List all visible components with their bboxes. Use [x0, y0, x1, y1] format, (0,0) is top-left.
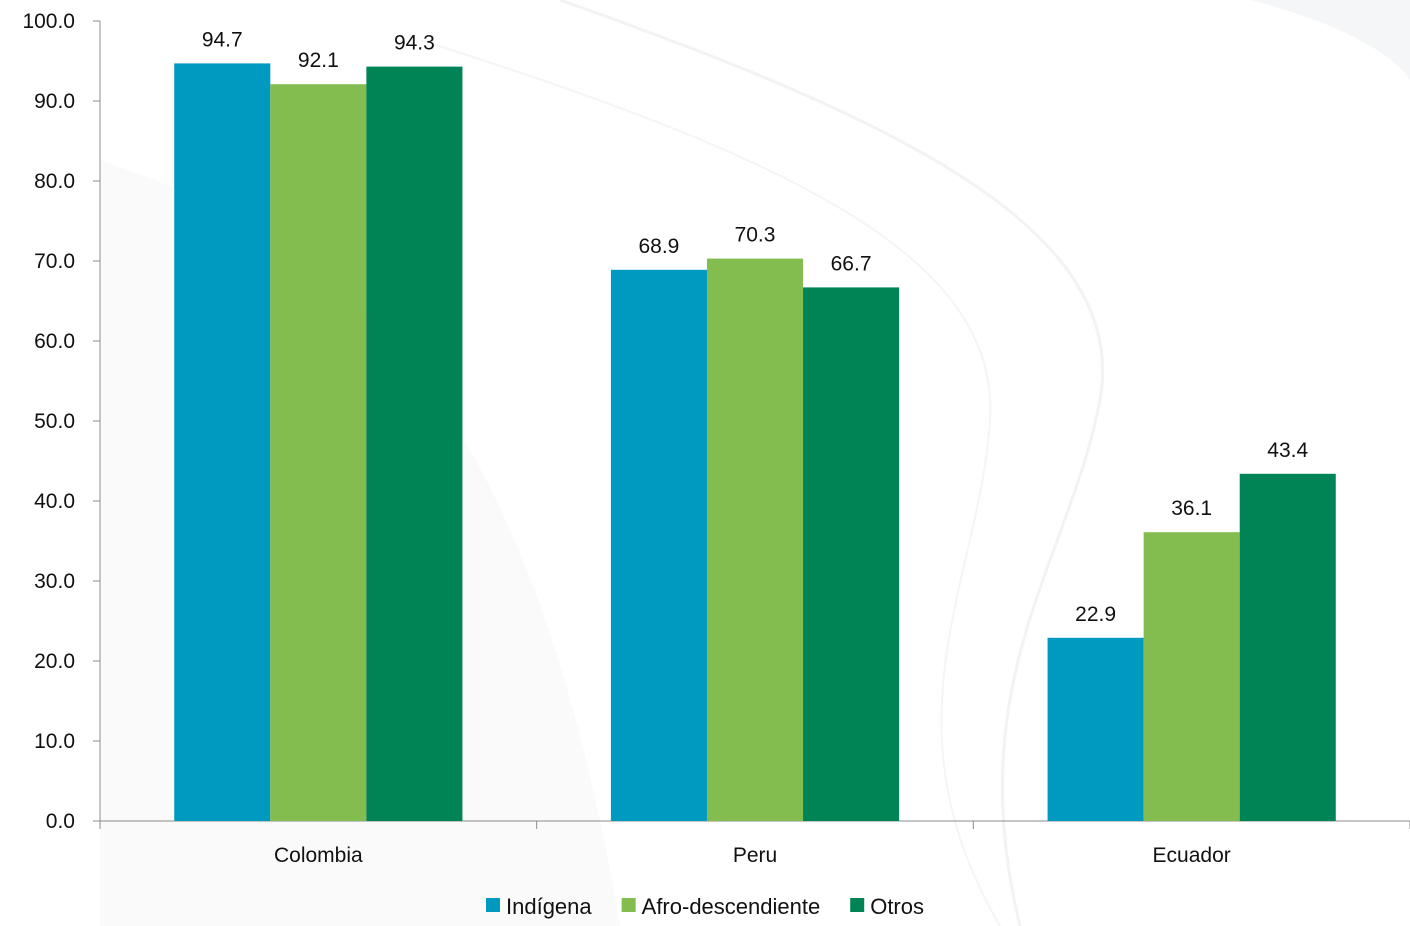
bar — [366, 66, 463, 822]
data-label: 94.7 — [202, 28, 243, 51]
legend-swatch — [850, 898, 865, 912]
y-tick-label: 40.0 — [34, 490, 75, 513]
data-label: 36.1 — [1171, 497, 1212, 520]
legend-swatch — [486, 898, 501, 912]
data-label: 68.9 — [638, 235, 679, 258]
bar — [174, 63, 271, 821]
data-label: 94.3 — [394, 32, 435, 55]
data-label: 70.3 — [735, 224, 776, 247]
legend-label: Afro-descendiente — [642, 894, 821, 919]
y-tick-label: 0.0 — [46, 810, 75, 833]
y-axis: 0.0 10.0 20.0 30.0 40.0 50.0 60.0 70.0 80.0 90.0 1… — [22, 10, 101, 833]
legend: Indígena Afro-descendiente Otros — [486, 894, 924, 919]
bar — [1239, 473, 1336, 821]
y-tick-label: 30.0 — [34, 570, 75, 593]
y-tick-label: 20.0 — [34, 650, 75, 673]
data-label: 22.9 — [1075, 603, 1116, 626]
y-tick-label: 100.0 — [22, 10, 75, 33]
legend-item: Indígena — [486, 894, 592, 919]
y-tick-label: 10.0 — [34, 730, 75, 753]
bar — [1047, 637, 1144, 821]
y-tick-label: 80.0 — [34, 170, 75, 193]
data-label: 66.7 — [831, 252, 872, 275]
legend-label: Otros — [870, 894, 924, 919]
bar — [1143, 532, 1240, 821]
y-tick-label: 70.0 — [34, 250, 75, 273]
legend-label: Indígena — [506, 894, 592, 919]
y-tick-label: 50.0 — [34, 410, 75, 433]
legend-item: Otros — [850, 894, 924, 919]
bar — [706, 258, 804, 822]
data-label: 43.4 — [1267, 439, 1308, 462]
x-tick-label: Colombia — [274, 844, 363, 867]
y-tick-label: 60.0 — [34, 330, 75, 353]
bar — [803, 287, 900, 821]
legend-item: Afro-descendiente — [621, 894, 821, 919]
x-tick-label: Ecuador — [1153, 844, 1231, 867]
data-labels: 94.7 92.1 94.3 68.9 70.3 66.7 22.9 36.1 43.4 — [202, 28, 1309, 625]
legend-swatch — [621, 898, 636, 912]
y-tick-label: 90.0 — [34, 90, 75, 113]
bars — [174, 63, 1336, 822]
x-tick-label: Peru — [733, 844, 777, 867]
data-label: 92.1 — [298, 49, 339, 72]
bar — [610, 269, 707, 821]
bar — [270, 84, 367, 821]
